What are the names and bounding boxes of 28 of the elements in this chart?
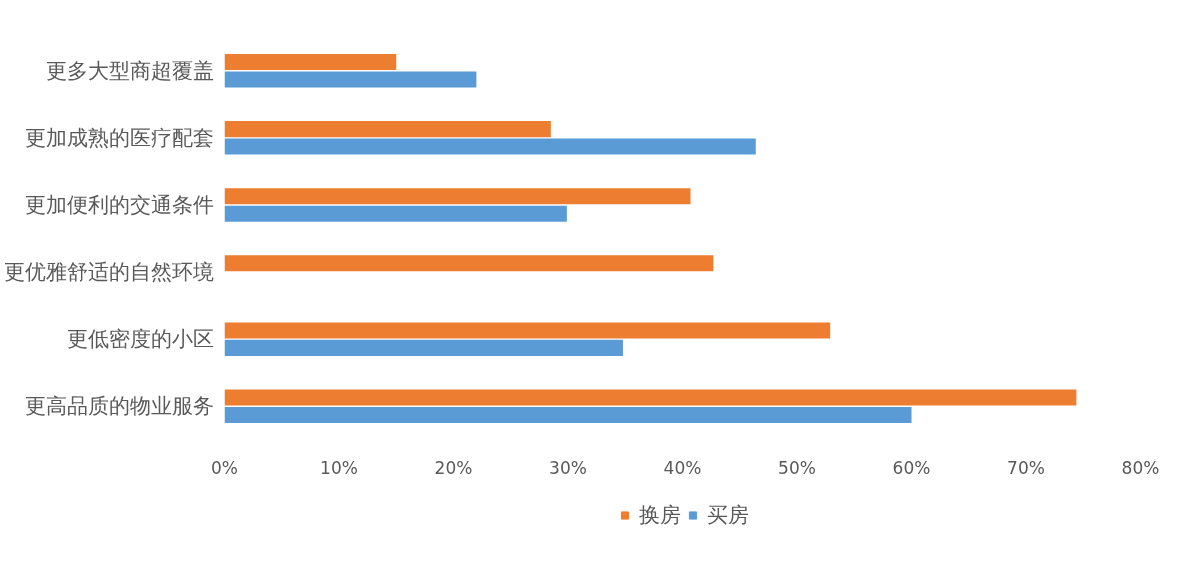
x-tick-label: 40% <box>663 457 702 478</box>
x-tick-label: 70% <box>1007 457 1045 478</box>
bar <box>224 188 691 205</box>
y-tick-label: 更多大型商超覆盖 <box>45 58 214 83</box>
y-tick-label: 更低密度的小区 <box>66 327 214 352</box>
bar <box>224 205 567 222</box>
bar <box>224 121 551 138</box>
y-tick-label: 更加便利的交通条件 <box>24 192 214 217</box>
bar <box>224 255 714 272</box>
x-tick-label: 0% <box>211 457 238 478</box>
bar <box>224 406 912 423</box>
x-tick-label: 60% <box>892 457 931 478</box>
bar <box>224 339 623 356</box>
bar <box>224 138 756 155</box>
legend-label: 换房 <box>638 502 681 529</box>
bar <box>224 389 1077 406</box>
bar <box>224 71 477 88</box>
x-tick-label: 30% <box>549 457 587 478</box>
y-tick-label: 更高品质的物业服务 <box>24 394 214 419</box>
bar <box>224 322 831 339</box>
y-tick-label: 更加成熟的医疗配套 <box>24 125 214 150</box>
y-tick-label: 更优雅舒适的自然环境 <box>3 260 214 285</box>
x-tick-label: 50% <box>778 457 816 478</box>
x-tick-label: 80% <box>1121 457 1160 478</box>
x-tick-label: 20% <box>434 457 473 478</box>
x-tick-label: 10% <box>320 457 358 478</box>
legend-label: 买房 <box>706 502 749 529</box>
bar <box>224 54 397 71</box>
